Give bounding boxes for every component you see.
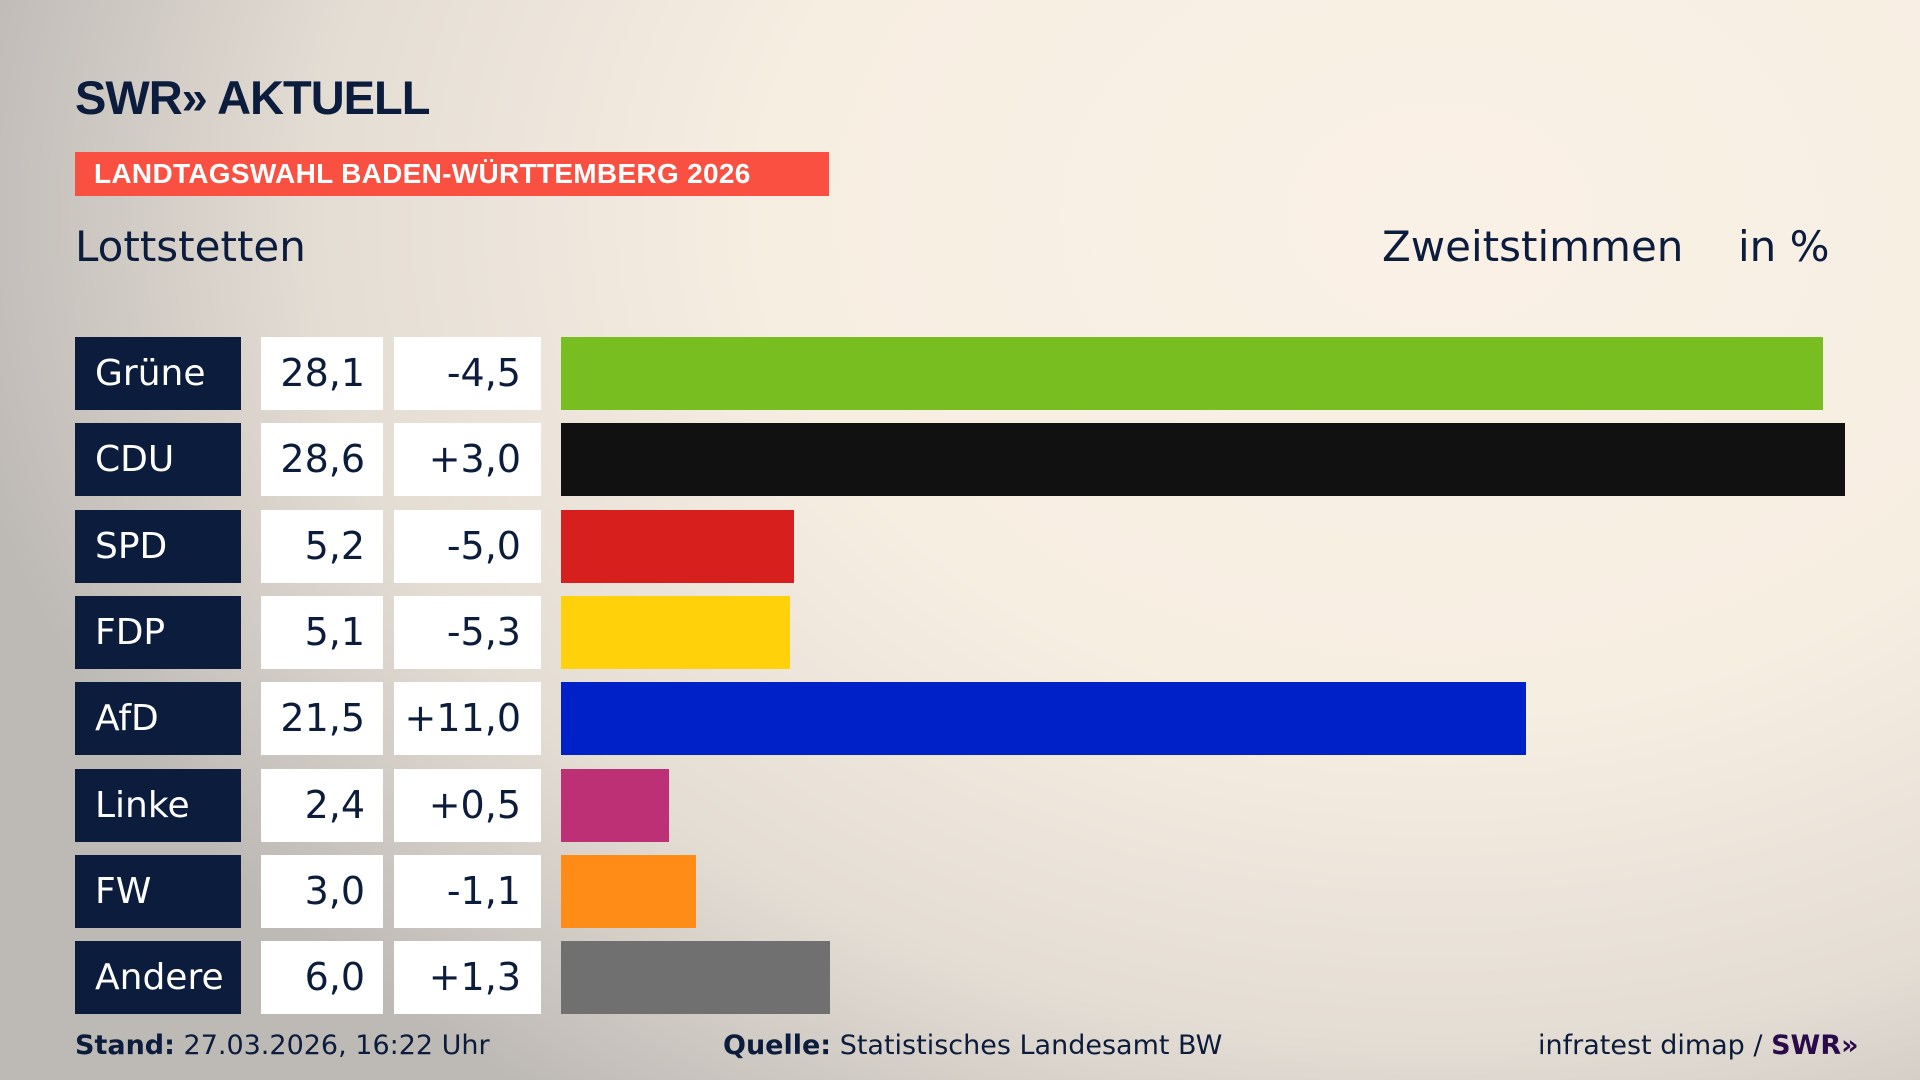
bar — [561, 423, 1845, 497]
party-label: FDP — [75, 595, 241, 669]
value-label: 3,0 — [261, 854, 383, 928]
credit-text: infratest dimap / — [1538, 1030, 1763, 1061]
diff-label: -1,1 — [394, 854, 541, 928]
party-label: FW — [75, 854, 241, 928]
bar — [561, 509, 795, 583]
swr-logo: SWR» — [1771, 1030, 1859, 1061]
value-label: 21,5 — [261, 682, 383, 756]
measure-label: Zweitstimmen — [1382, 222, 1684, 271]
source-label: Quelle: — [723, 1030, 832, 1061]
diff-label: -5,3 — [394, 595, 541, 669]
party-label: Andere — [75, 941, 241, 1015]
party-label: CDU — [75, 423, 241, 497]
stand-info: Stand: 27.03.2026, 16:22 Uhr — [75, 1030, 490, 1061]
unit-label: in % — [1738, 222, 1830, 271]
stand-value: 27.03.2026, 16:22 Uhr — [183, 1030, 490, 1061]
diff-label: +11,0 — [394, 682, 541, 756]
diff-label: +1,3 — [394, 941, 541, 1015]
bar — [561, 941, 831, 1015]
bar — [561, 337, 1823, 410]
bar — [561, 595, 790, 669]
stand-label: Stand: — [75, 1030, 175, 1061]
value-label: 6,0 — [261, 941, 383, 1015]
bar — [561, 854, 696, 928]
value-label: 28,6 — [261, 423, 383, 497]
diff-label: +3,0 — [394, 423, 541, 497]
party-label: SPD — [75, 509, 241, 583]
source-value: Statistisches Landesamt BW — [839, 1030, 1223, 1061]
election-banner: LANDTAGSWAHL BADEN-WÜRTTEMBERG 2026 — [75, 152, 829, 196]
party-label: Grüne — [75, 337, 241, 410]
swr-aktuell-logo: SWR» AKTUELL — [75, 71, 430, 124]
region-title: Lottstetten — [75, 222, 306, 271]
party-label: AfD — [75, 682, 241, 756]
value-label: 5,2 — [261, 509, 383, 583]
value-label: 28,1 — [261, 337, 383, 410]
diff-label: -4,5 — [394, 337, 541, 410]
party-label: Linke — [75, 768, 241, 842]
source-info: Quelle: Statistisches Landesamt BW — [723, 1030, 1222, 1061]
diff-label: -5,0 — [394, 509, 541, 583]
diff-label: +0,5 — [394, 768, 541, 842]
value-label: 2,4 — [261, 768, 383, 842]
bar — [561, 682, 1527, 756]
bar — [561, 768, 669, 842]
credit-info: infratest dimap / SWR» — [1538, 1030, 1859, 1061]
value-label: 5,1 — [261, 595, 383, 669]
